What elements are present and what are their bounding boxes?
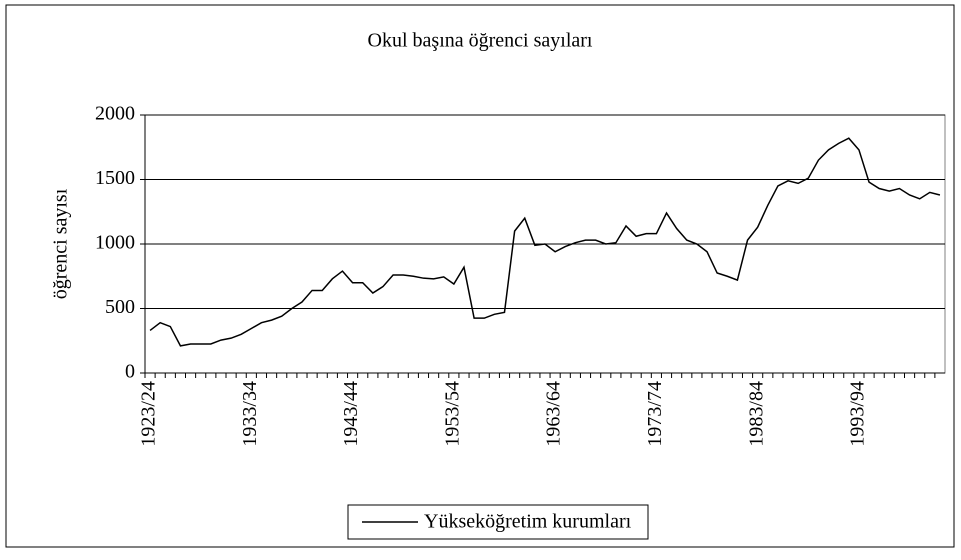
x-tick-label: 1973/74	[644, 381, 666, 447]
y-tick-label: 2000	[95, 103, 135, 125]
legend-label: Yükseköğretim kurumları	[424, 511, 632, 533]
x-tick-label: 1923/24	[138, 381, 160, 447]
y-tick-label: 1500	[95, 167, 135, 189]
x-tick-label: 1943/44	[340, 381, 362, 447]
x-tick-label: 1993/94	[847, 381, 869, 447]
y-tick-label: 0	[125, 361, 135, 383]
x-tick-label: 1983/84	[745, 381, 767, 447]
y-axis-label: öğrenci sayısı	[50, 188, 72, 299]
y-tick-label: 500	[105, 296, 135, 318]
line-series	[149, 137, 941, 347]
y-tick-label: 1000	[95, 232, 135, 254]
x-tick-label: 1953/54	[441, 381, 463, 447]
x-tick-label: 1963/64	[543, 381, 565, 447]
chart-frame	[5, 4, 955, 548]
x-tick-label: 1933/34	[239, 381, 261, 447]
chart-title: Okul başına öğrenci sayıları	[368, 30, 593, 52]
